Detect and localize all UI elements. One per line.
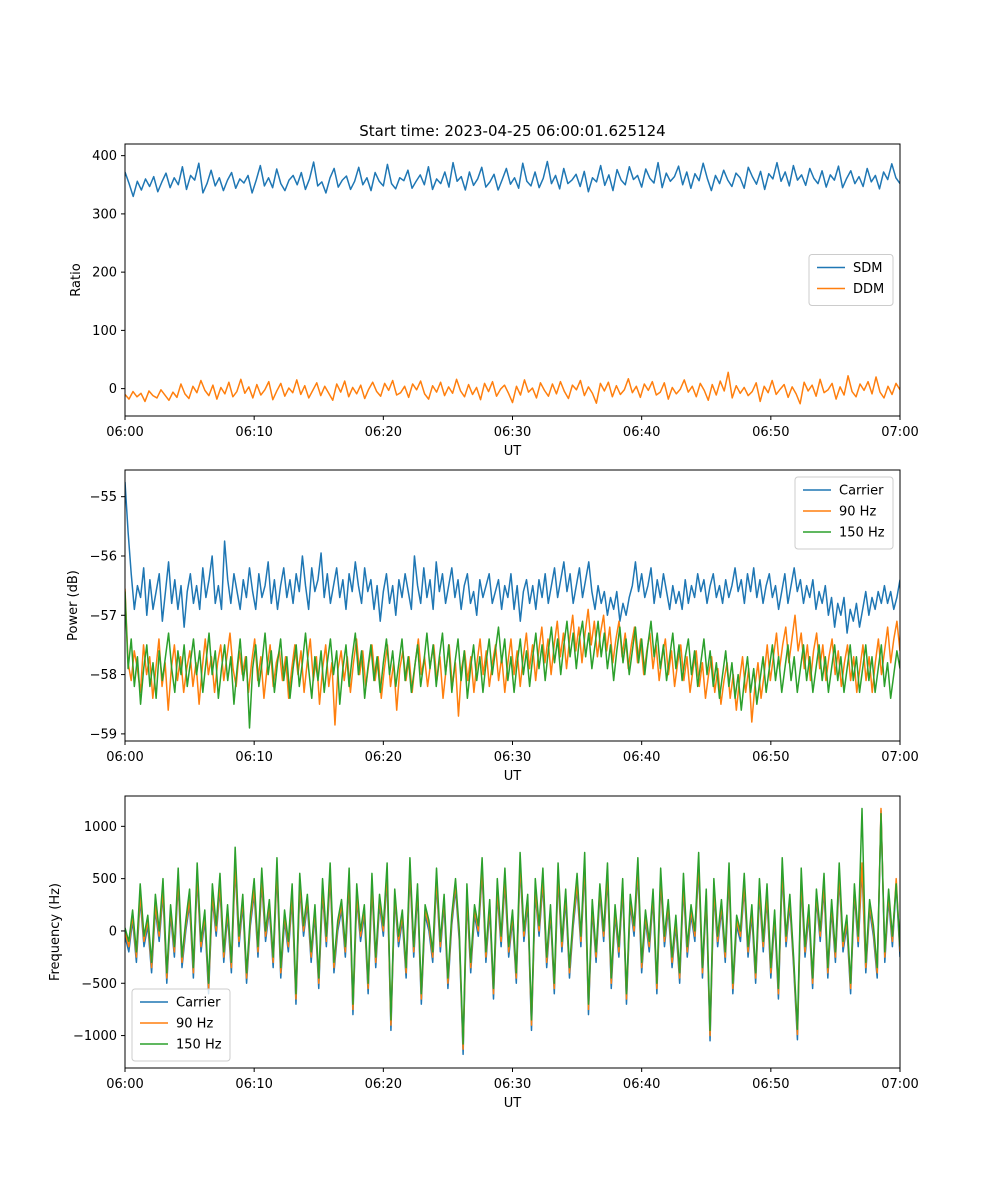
- y-tick-label: −58: [90, 668, 117, 683]
- legend-box: [131, 988, 231, 1062]
- x-tick-label: 06:50: [752, 750, 789, 765]
- series-line-150-hz: [125, 591, 900, 729]
- x-axis-label: UT: [504, 769, 522, 784]
- subplot-2: 06:00 06:10 06:20 06:30 06:40 06:50 07:00 −59 −5…: [66, 469, 919, 784]
- legend: Carrier 90 Hz 150 Hz: [794, 476, 894, 550]
- series-group: [125, 807, 900, 1056]
- series-line-sdm: [125, 160, 900, 198]
- x-axis-label: UT: [504, 1096, 522, 1111]
- legend: Carrier 90 Hz 150 Hz: [131, 988, 231, 1062]
- y-tick-label: 500: [92, 872, 117, 887]
- y-axis-label: Power (dB): [66, 570, 81, 641]
- x-tick-label: 06:50: [752, 425, 789, 440]
- y-axis-label: Frequency (Hz): [48, 883, 63, 981]
- x-tick-label: 06:30: [494, 750, 531, 765]
- x-tick-label: 06:10: [235, 750, 272, 765]
- y-tick-label: 100: [92, 324, 117, 339]
- x-tick-label: 06:20: [365, 425, 402, 440]
- legend-label-carrier: Carrier: [839, 484, 884, 499]
- legend-label-carrier: Carrier: [176, 996, 221, 1011]
- y-axis-label: Ratio: [69, 263, 84, 296]
- y-tick-label: −59: [90, 727, 117, 742]
- x-tick-label: 06:10: [235, 1077, 272, 1092]
- x-tick-label: 06:40: [623, 425, 660, 440]
- x-tick-label: 07:00: [881, 750, 918, 765]
- series-line-carrier: [125, 481, 900, 634]
- x-tick-label: 06:00: [106, 750, 143, 765]
- y-tick-label: −57: [90, 609, 117, 624]
- y-tick-label: 0: [109, 382, 117, 397]
- y-tick-label: −56: [90, 549, 117, 564]
- y-tick-label: −500: [81, 977, 117, 992]
- y-tick-label: −1000: [73, 1029, 117, 1044]
- x-tick-label: 06:50: [752, 1077, 789, 1092]
- legend-box: [794, 476, 894, 550]
- series-group: [125, 481, 900, 729]
- y-tick-label: 200: [92, 266, 117, 281]
- legend: SDM DDM: [808, 254, 894, 306]
- x-tick-label: 06:20: [365, 750, 402, 765]
- y-tick-label: 1000: [84, 820, 117, 835]
- x-tick-label: 07:00: [881, 425, 918, 440]
- series-line-90-hz: [125, 588, 900, 726]
- x-tick-label: 06:00: [106, 425, 143, 440]
- y-tick-label: 400: [92, 149, 117, 164]
- legend-label-ddm: DDM: [853, 282, 884, 297]
- legend-label-90-hz: 90 Hz: [839, 505, 876, 520]
- x-tick-label: 06:20: [365, 1077, 402, 1092]
- subplot-3: 06:00 06:10 06:20 06:30 06:40 06:50 07:00 −1000…: [48, 795, 919, 1111]
- x-tick-label: 07:00: [881, 1077, 918, 1092]
- x-axis-label: UT: [504, 444, 522, 459]
- y-tick-label: 300: [92, 207, 117, 222]
- x-tick-label: 06:40: [623, 750, 660, 765]
- x-tick-label: 06:10: [235, 425, 272, 440]
- legend-label-150-hz: 150 Hz: [839, 526, 885, 541]
- x-tick-label: 06:00: [106, 1077, 143, 1092]
- legend-label-sdm: SDM: [853, 261, 882, 276]
- x-tick-label: 06:30: [494, 1077, 531, 1092]
- x-tick-label: 06:40: [623, 1077, 660, 1092]
- y-tick-label: −55: [90, 490, 117, 505]
- legend-label-90-hz: 90 Hz: [176, 1017, 213, 1032]
- series-line-150-hz: [125, 807, 900, 1045]
- series-line-ddm: [125, 371, 900, 405]
- figure-title: Start time: 2023-04-25 06:00:01.625124: [359, 122, 665, 140]
- x-tick-label: 06:30: [494, 425, 531, 440]
- y-tick-label: 0: [109, 924, 117, 939]
- legend-label-150-hz: 150 Hz: [176, 1038, 222, 1053]
- series-group: [125, 160, 900, 405]
- subplot-1: 06:00 06:10 06:20 06:30 06:40 06:50 07:00 0 100 2…: [69, 143, 919, 459]
